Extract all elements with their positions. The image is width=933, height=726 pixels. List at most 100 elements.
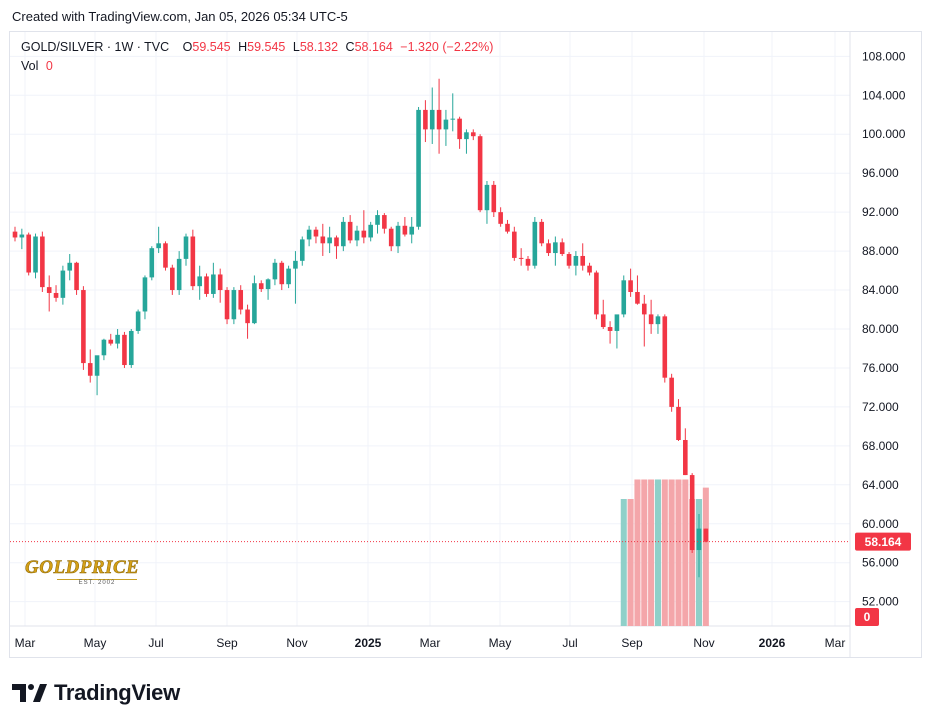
candle-body xyxy=(334,237,339,247)
candle-body xyxy=(190,236,196,287)
change-value: −1.320 (−2.22%) xyxy=(400,40,494,54)
x-tick-label: Nov xyxy=(693,636,714,650)
candle-body xyxy=(587,265,592,273)
candle-body xyxy=(299,239,305,261)
y-tick-label: 72.000 xyxy=(862,400,899,414)
open-value: 59.545 xyxy=(192,40,231,54)
x-tick-label: Mar xyxy=(420,636,441,650)
candle-body xyxy=(245,309,250,324)
candle-body xyxy=(505,223,510,232)
candle-body xyxy=(532,221,538,266)
candle-body xyxy=(580,255,586,266)
candle-body xyxy=(197,276,202,287)
candle-body xyxy=(286,268,291,285)
candle-body xyxy=(628,280,633,292)
x-tick-label: Jul xyxy=(562,636,577,650)
last-price-tag xyxy=(855,532,911,551)
candle-body xyxy=(60,270,66,298)
x-tick-label: 2025 xyxy=(355,636,382,650)
candle-body xyxy=(211,274,216,294)
volume-tag-label: 0 xyxy=(864,610,871,624)
candle-body xyxy=(183,236,189,259)
candle-body xyxy=(279,262,285,285)
x-tick-label: Sep xyxy=(216,636,238,650)
volume-bar xyxy=(641,479,648,626)
chart-frame xyxy=(9,31,922,658)
candle-body xyxy=(293,260,298,269)
close-value: 58.164 xyxy=(354,40,393,54)
candle-body xyxy=(313,229,319,237)
candle-body xyxy=(648,314,654,325)
watermark-title: GOLDPRICE xyxy=(25,557,140,579)
candle-body xyxy=(491,184,497,213)
candle-body xyxy=(655,316,661,325)
volume-bar xyxy=(661,479,668,626)
y-tick-label: 76.000 xyxy=(862,361,899,375)
y-tick-label: 52.000 xyxy=(862,595,899,609)
y-tick-label: 68.000 xyxy=(862,439,899,453)
watermark-subtitle: EST. 2002 xyxy=(57,579,137,586)
x-tick-label: May xyxy=(489,636,512,650)
candle-body xyxy=(621,280,627,315)
volume-bar xyxy=(648,479,655,626)
candle-body xyxy=(683,440,688,476)
candle-body xyxy=(354,230,360,241)
open-label: O xyxy=(182,40,193,54)
candle-body xyxy=(498,212,503,224)
candle-body xyxy=(74,262,79,291)
tradingview-logo[interactable]: TradingView xyxy=(12,680,180,706)
y-tick-label: 60.000 xyxy=(862,517,899,531)
y-tick-label: 96.000 xyxy=(862,166,899,180)
ohlc-legend: GOLD/SILVER · 1W · TVC O59.545 H59.545 L… xyxy=(21,40,493,54)
candle-body xyxy=(108,339,114,344)
candle-body xyxy=(26,234,31,273)
candle-body xyxy=(443,119,449,130)
candle-body xyxy=(67,262,73,271)
candle-body xyxy=(696,528,702,551)
candle-body xyxy=(33,236,38,273)
volume-bar xyxy=(702,487,709,626)
candle-body xyxy=(341,221,346,247)
high-value: 59.545 xyxy=(247,40,286,54)
symbol-label[interactable]: GOLD/SILVER · 1W · TVC xyxy=(21,40,170,54)
volume-bar xyxy=(627,499,634,626)
candle-body xyxy=(94,355,100,376)
candle-body xyxy=(464,132,469,140)
volume-bar xyxy=(620,499,627,626)
volume-legend: Vol 0 xyxy=(21,59,53,73)
candle-body xyxy=(40,236,45,288)
candle-body xyxy=(607,327,613,331)
candle-body xyxy=(101,339,107,356)
candle-body xyxy=(470,132,476,137)
candle-body xyxy=(231,290,237,320)
candle-body xyxy=(368,224,373,238)
candle-body xyxy=(224,290,230,320)
candle-body xyxy=(484,184,490,211)
candle-body xyxy=(327,237,332,244)
y-tick-label: 100.000 xyxy=(862,127,906,141)
y-tick-label: 64.000 xyxy=(862,478,899,492)
candle-body xyxy=(53,292,59,298)
x-tick-label: Sep xyxy=(621,636,643,650)
candle-body xyxy=(320,236,326,244)
candle-body xyxy=(429,109,435,130)
candle-body xyxy=(539,221,544,244)
candle-body xyxy=(81,290,86,364)
candle-body xyxy=(12,231,18,238)
candle-body xyxy=(142,277,148,312)
y-tick-label: 80.000 xyxy=(862,322,899,336)
candle-body xyxy=(546,243,551,254)
volume-tag xyxy=(855,608,879,626)
candle-body xyxy=(402,225,408,235)
candle-body xyxy=(170,267,175,291)
candle-body xyxy=(559,242,565,255)
candle-body xyxy=(689,475,695,551)
candle-body xyxy=(388,228,394,247)
low-value: 58.132 xyxy=(299,40,339,54)
candle-body xyxy=(272,262,278,280)
candle-body xyxy=(46,287,52,293)
candle-body xyxy=(361,230,367,238)
candle-body xyxy=(19,234,25,238)
candle-body xyxy=(87,363,93,376)
